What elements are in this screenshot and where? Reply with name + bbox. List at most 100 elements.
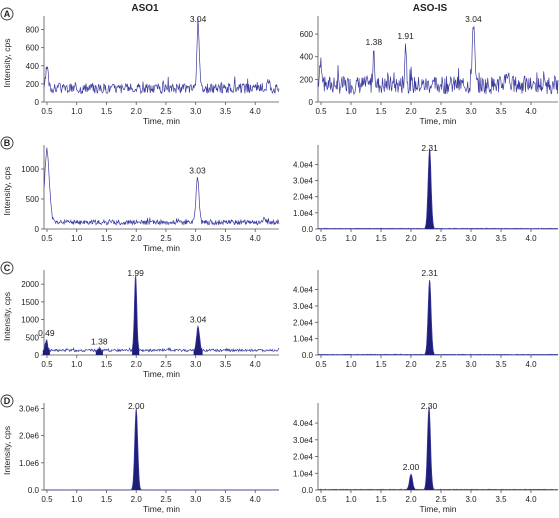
y-tick-label: 3.0e4	[293, 302, 314, 311]
y-tick-label: 1000	[21, 165, 39, 174]
x-tick-label: 1.0	[345, 107, 357, 116]
y-tick-label: 2.0e6	[19, 432, 40, 441]
row-label: C	[4, 263, 11, 273]
y-tick-label: 200	[26, 80, 40, 89]
peak-label: 2.31	[421, 143, 438, 153]
peak-label: 1.99	[127, 268, 144, 278]
x-tick-label: 4.0	[525, 107, 537, 116]
y-tick-label: 2.0e4	[293, 453, 314, 462]
y-tick-label: 200	[300, 75, 314, 84]
x-tick-label: 4.0	[250, 360, 262, 369]
y-tick-label: 1.0e4	[293, 335, 314, 344]
x-tick-label: 2.0	[405, 495, 417, 504]
x-tick-label: 2.5	[160, 495, 172, 504]
x-tick-label: 0.5	[41, 234, 53, 243]
x-tick-label: 3.5	[495, 107, 507, 116]
x-tick-label: 3.5	[220, 234, 232, 243]
panel-c-aso-is: 0.5 1.0 1.5 2.0 2.5 3.0 3.5 4.0 0.0 1.0e4 2.0e4 3.0…	[293, 268, 558, 369]
row-label-circle	[0, 136, 14, 150]
x-tick-label: 3.5	[220, 495, 232, 504]
y-tick-label: 500	[26, 195, 40, 204]
x-tick-label: 2.5	[160, 107, 172, 116]
x-tick-label: 0.5	[41, 360, 53, 369]
row-label: D	[4, 396, 11, 406]
column-title-aso-is: ASO-IS	[413, 3, 448, 14]
peak-area	[42, 340, 50, 355]
x-axis-label: Time, min	[420, 504, 457, 514]
y-tick-label: 1000	[21, 316, 39, 325]
x-tick-label: 2.0	[405, 107, 417, 116]
x-tick-label: 4.0	[250, 234, 262, 243]
row-label: A	[4, 9, 11, 19]
y-tick-label: 1.0e4	[293, 209, 314, 218]
row-label: B	[4, 138, 11, 148]
chromatogram-trace	[43, 275, 280, 353]
y-tick-label: 800	[26, 26, 40, 35]
y-tick-label: 400	[26, 62, 40, 71]
y-axis-label: Intensity, cps	[2, 39, 12, 88]
peak-label: 2.31	[421, 268, 438, 278]
x-tick-label: 0.5	[315, 107, 327, 116]
x-tick-label: 4.0	[525, 234, 537, 243]
y-tick-label: 0.0	[302, 351, 314, 360]
x-tick-label: 2.5	[435, 495, 447, 504]
peak-label: 3.04	[190, 315, 207, 325]
x-tick-label: 3.5	[220, 107, 232, 116]
x-tick-label: 0.5	[315, 495, 327, 504]
x-tick-label: 1.0	[345, 495, 357, 504]
x-tick-label: 1.5	[375, 234, 387, 243]
x-tick-label: 3.0	[190, 360, 202, 369]
x-tick-label: 4.0	[525, 495, 537, 504]
row-label-circle	[0, 394, 14, 408]
x-axis-label: Time, min	[143, 369, 180, 379]
y-axis-label: Intensity, cps	[2, 426, 12, 475]
x-axis-label: Time, min	[143, 504, 180, 514]
y-tick-label: 1.0e6	[19, 459, 40, 468]
x-tick-label: 2.5	[160, 360, 172, 369]
x-tick-label: 2.0	[405, 360, 417, 369]
x-tick-label: 2.0	[131, 234, 143, 243]
y-tick-label: 0	[309, 98, 314, 107]
peak-label: 2.00	[403, 462, 420, 472]
peak-label: 3.04	[465, 14, 482, 24]
y-tick-label: 4.0e4	[293, 286, 314, 295]
peak-label: 1.38	[91, 337, 108, 347]
x-tick-label: 1.5	[101, 495, 113, 504]
x-tick-label: 3.0	[465, 107, 477, 116]
column-title-aso1: ASO1	[131, 3, 159, 14]
x-axis-label: Time, min	[143, 243, 180, 253]
x-tick-label: 0.5	[41, 495, 53, 504]
x-tick-label: 1.5	[375, 107, 387, 116]
x-tick-label: 2.5	[160, 234, 172, 243]
peak-label: 1.38	[366, 37, 383, 47]
x-tick-label: 2.0	[405, 234, 417, 243]
x-tick-label: 1.5	[101, 234, 113, 243]
y-tick-label: 3.0e4	[293, 177, 314, 186]
x-tick-label: 4.0	[250, 495, 262, 504]
y-axis-label: Intensity, cps	[2, 167, 12, 216]
y-tick-label: 3.0e6	[19, 404, 40, 413]
x-tick-label: 3.0	[190, 495, 202, 504]
peak-label: 3.03	[189, 165, 206, 175]
y-tick-label: 3.0e4	[293, 436, 314, 445]
x-tick-label: 0.5	[315, 360, 327, 369]
y-tick-label: 400	[300, 53, 314, 62]
x-tick-label: 1.0	[345, 360, 357, 369]
y-tick-label: 0.0	[28, 486, 40, 495]
peak-label: 0.49	[38, 328, 55, 338]
peak-label: 2.30	[421, 401, 438, 411]
x-tick-label: 3.5	[220, 360, 232, 369]
x-tick-label: 3.0	[190, 234, 202, 243]
chromatogram-trace	[44, 408, 280, 491]
peak-label: 1.91	[397, 31, 414, 41]
panel-c-aso1: C 0.5 1.0 1.5 2.0 2.5 3.0 3.5 4.0 0 500 1000 1500 200…	[0, 261, 280, 379]
x-axis-label: Time, min	[143, 116, 180, 126]
y-tick-label: 0	[35, 225, 40, 234]
chromatogram-trace	[317, 280, 558, 356]
x-tick-label: 4.0	[525, 360, 537, 369]
x-tick-label: 2.5	[435, 107, 447, 116]
y-tick-label: 600	[300, 30, 314, 39]
x-tick-label: 0.5	[41, 107, 53, 116]
x-tick-label: 2.0	[131, 495, 143, 504]
x-tick-label: 1.5	[101, 107, 113, 116]
